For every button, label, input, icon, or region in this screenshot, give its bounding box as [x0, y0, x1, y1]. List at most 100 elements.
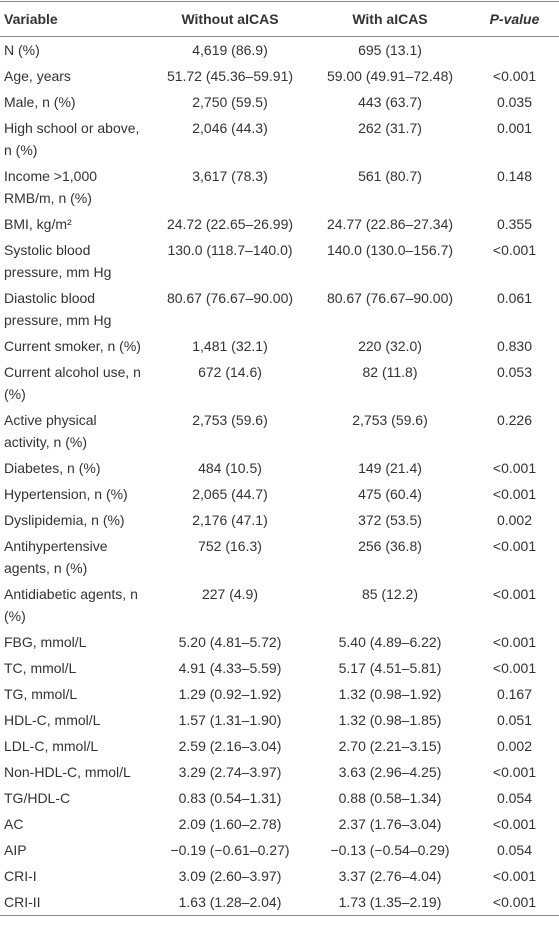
- variable-cell: AC: [4, 816, 24, 832]
- value-cell: −0.13 (−0.54–0.29): [330, 842, 450, 858]
- value-cell: 0.061: [496, 290, 533, 306]
- value-cell: <0.001: [492, 538, 537, 554]
- table-body: N (%) 4,619 (86.9) 695 (13.1) Age, years 51.…: [0, 37, 559, 916]
- variable-cell: Systolic blood pressure, mm Hg: [4, 242, 112, 280]
- value-cell: 0.167: [496, 686, 533, 702]
- value-cell: <0.001: [492, 586, 537, 602]
- value-cell: 1,481 (32.1): [192, 338, 268, 354]
- variable-cell: Antihypertensive agents, n (%): [4, 538, 108, 576]
- variable-cell: Antidiabetic agents, n (%): [4, 586, 138, 624]
- value-cell: 752 (16.3): [198, 538, 262, 554]
- value-cell: 80.67 (76.67–90.00): [326, 290, 454, 306]
- variable-cell: High school or above, n (%): [4, 120, 140, 158]
- value-cell: 475 (60.4): [358, 486, 422, 502]
- value-cell: <0.001: [492, 242, 537, 258]
- table-row: Male, n (%) 2,750 (59.5) 443 (63.7) 0.035: [0, 89, 559, 115]
- table-row: LDL-C, mmol/L 2.59 (2.16–3.04) 2.70 (2.21–…: [0, 733, 559, 759]
- table-row: AC 2.09 (1.60–2.78) 2.37 (1.76–3.04) <0.001: [0, 811, 559, 837]
- variable-cell: Diastolic blood pressure, mm Hg: [4, 290, 112, 328]
- value-cell: 0.054: [496, 842, 533, 858]
- value-cell: 2,750 (59.5): [192, 94, 268, 110]
- value-cell: 1.29 (0.92–1.92): [178, 686, 282, 702]
- value-cell: 130.0 (118.7–140.0): [167, 242, 293, 258]
- value-cell: 0.226: [496, 412, 533, 428]
- value-cell: 1.63 (1.28–2.04): [150, 889, 310, 916]
- variable-cell: CRI-II: [0, 889, 150, 916]
- variable-cell: Age, years: [4, 68, 71, 84]
- value-cell: 2,046 (44.3): [192, 120, 268, 136]
- value-cell: 24.77 (22.86–27.34): [326, 216, 454, 232]
- table-row: N (%) 4,619 (86.9) 695 (13.1): [0, 37, 559, 64]
- variable-cell: TG/HDL-C: [4, 790, 71, 806]
- value-cell: 0.054: [496, 790, 533, 806]
- variable-cell: Current alcohol use, n (%): [4, 364, 141, 402]
- table-row: Non-HDL-C, mmol/L 3.29 (2.74–3.97) 3.63 (2…: [0, 759, 559, 785]
- value-cell: 0.830: [496, 338, 533, 354]
- header-row: Variable Without aICAS With aICAS P-value: [0, 1, 559, 37]
- value-cell: 220 (32.0): [358, 338, 422, 354]
- value-cell: 1.73 (1.35–2.19): [310, 889, 470, 916]
- header-cell: Variable: [0, 1, 150, 37]
- value-cell: 3.09 (2.60–3.97): [178, 868, 282, 884]
- value-cell: <0.001: [492, 660, 537, 676]
- table-row: Antihypertensive agents, n (%) 752 (16.3)…: [0, 533, 559, 581]
- variable-cell: Non-HDL-C, mmol/L: [4, 764, 131, 780]
- value-cell: 561 (80.7): [358, 168, 422, 184]
- value-cell: 2,065 (44.7): [192, 486, 268, 502]
- value-cell: 0.053: [496, 364, 533, 380]
- value-cell: 2.37 (1.76–3.04): [338, 816, 442, 832]
- variable-cell: AIP: [4, 842, 27, 858]
- table-row: TG/HDL-C 0.83 (0.54–1.31) 0.88 (0.58–1.34)…: [0, 785, 559, 811]
- table-row: TC, mmol/L 4.91 (4.33–5.59) 5.17 (4.51–5.8…: [0, 655, 559, 681]
- value-cell: 85 (12.2): [361, 586, 419, 602]
- value-cell: <0.001: [492, 868, 537, 884]
- value-cell: <0.001: [492, 816, 537, 832]
- value-cell: 0.001: [496, 120, 533, 136]
- variable-cell: FBG, mmol/L: [4, 634, 87, 650]
- value-cell: 0.002: [496, 738, 533, 754]
- value-cell: 51.72 (45.36–59.91): [166, 68, 294, 84]
- variable-cell: Income >1,000 RMB/m, n (%): [4, 168, 98, 206]
- value-cell: 2.70 (2.21–3.15): [338, 738, 442, 754]
- value-cell: <0.001: [492, 486, 537, 502]
- table-row: AIP −0.19 (−0.61–0.27) −0.13 (−0.54–0.29) 0…: [0, 837, 559, 863]
- value-cell: 1.32 (0.98–1.92): [338, 686, 442, 702]
- value-cell: 2,176 (47.1): [192, 512, 268, 528]
- variable-cell: BMI, kg/m²: [4, 216, 72, 232]
- variable-cell: TG, mmol/L: [4, 686, 78, 702]
- table-row: TG, mmol/L 1.29 (0.92–1.92) 1.32 (0.98–1.9…: [0, 681, 559, 707]
- variable-cell: LDL-C, mmol/L: [4, 738, 99, 754]
- value-cell: 3.29 (2.74–3.97): [178, 764, 282, 780]
- table-row: FBG, mmol/L 5.20 (4.81–5.72) 5.40 (4.89–6.…: [0, 629, 559, 655]
- value-cell: 5.17 (4.51–5.81): [338, 660, 442, 676]
- value-cell: <0.001: [492, 764, 537, 780]
- value-cell: 256 (36.8): [358, 538, 422, 554]
- variable-cell: Current smoker, n (%): [4, 338, 141, 354]
- value-cell: 0.83 (0.54–1.31): [178, 790, 282, 806]
- value-cell: 695 (13.1): [358, 42, 422, 58]
- variable-cell: N (%): [4, 42, 40, 58]
- value-cell: 149 (21.4): [358, 460, 422, 476]
- value-cell: 2.09 (1.60–2.78): [178, 816, 282, 832]
- value-cell: 82 (11.8): [362, 364, 418, 380]
- data-table: Variable Without aICAS With aICAS P-value N…: [0, 1, 559, 916]
- value-cell: 2,753 (59.6): [192, 412, 268, 428]
- value-cell: 5.20 (4.81–5.72): [178, 634, 282, 650]
- table-row: High school or above, n (%) 2,046 (44.3) 2…: [0, 115, 559, 163]
- value-cell: 2.59 (2.16–3.04): [178, 738, 282, 754]
- variable-cell: Active physical activity, n (%): [4, 412, 97, 450]
- table-row: Age, years 51.72 (45.36–59.91) 59.00 (49.9…: [0, 63, 559, 89]
- table-header: Variable Without aICAS With aICAS P-value: [0, 1, 559, 37]
- table-row: HDL-C, mmol/L 1.57 (1.31–1.90) 1.32 (0.98–…: [0, 707, 559, 733]
- table-row: Diabetes, n (%) 484 (10.5) 149 (21.4) <0.00…: [0, 455, 559, 481]
- table-row: Hypertension, n (%) 2,065 (44.7) 475 (60.4…: [0, 481, 559, 507]
- value-cell: −0.19 (−0.61–0.27): [170, 842, 290, 858]
- value-cell: 443 (63.7): [358, 94, 422, 110]
- value-cell: 3.63 (2.96–4.25): [338, 764, 442, 780]
- table-row: Systolic blood pressure, mm Hg 130.0 (118…: [0, 237, 559, 285]
- value-cell: 484 (10.5): [198, 460, 262, 476]
- value-cell: 3,617 (78.3): [192, 168, 268, 184]
- value-cell: 24.72 (22.65–26.99): [166, 216, 294, 232]
- variable-cell: Male, n (%): [4, 94, 76, 110]
- header-cell: P-value: [470, 1, 559, 37]
